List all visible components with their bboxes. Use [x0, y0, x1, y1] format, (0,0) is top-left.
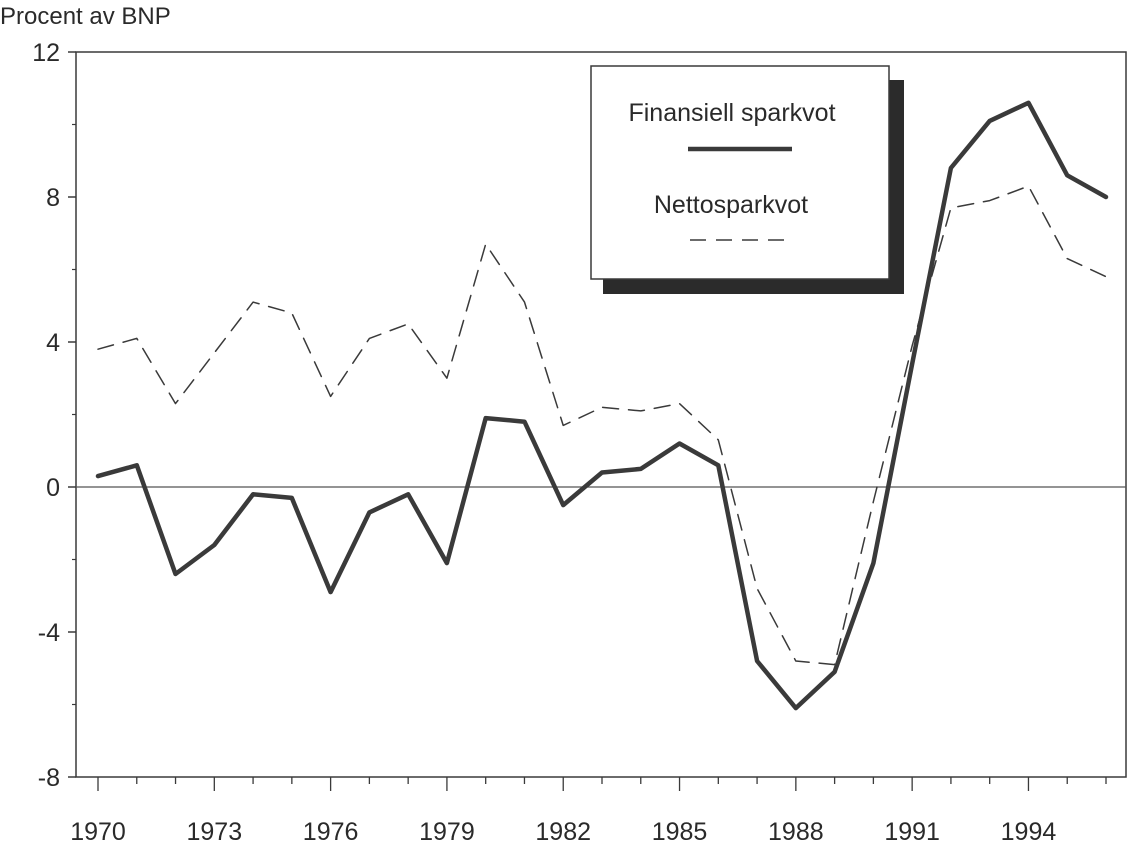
x-tick-label: 1973	[186, 818, 242, 842]
legend-label-finansiell: Finansiell sparkvot	[628, 99, 835, 127]
y-tick-label: 12	[32, 39, 60, 67]
x-tick-label: 1979	[419, 818, 475, 842]
legend: Finansiell sparkvot Nettosparkvot	[590, 65, 904, 294]
legend-box	[590, 65, 890, 280]
y-axis-label: Procent av BNP	[0, 3, 171, 30]
y-tick-label: -4	[38, 619, 60, 647]
y-tick-label: 0	[46, 474, 60, 502]
axes: 12 8 4 0 -4 -8 1970 1973 1976 1979 1982 1985 1988 199…	[32, 39, 1126, 842]
series-layer	[95, 100, 1109, 711]
series-line-finansiell-sparkvot	[95, 100, 1109, 711]
x-tick-label: 1985	[652, 818, 708, 842]
x-tick-label: 1970	[70, 818, 126, 842]
legend-label-netto: Nettosparkvot	[654, 191, 808, 219]
x-tick-label: 1988	[768, 818, 824, 842]
x-tick-label: 1976	[303, 818, 359, 842]
y-tick-label: -8	[38, 764, 60, 792]
x-tick-label: 1982	[535, 818, 591, 842]
series-line-nettosparkvot	[97, 185, 1107, 666]
y-tick-label: 8	[46, 184, 60, 212]
y-tick-label: 4	[46, 329, 60, 357]
x-tick-label: 1994	[1001, 818, 1057, 842]
x-tick-label: 1991	[884, 818, 940, 842]
